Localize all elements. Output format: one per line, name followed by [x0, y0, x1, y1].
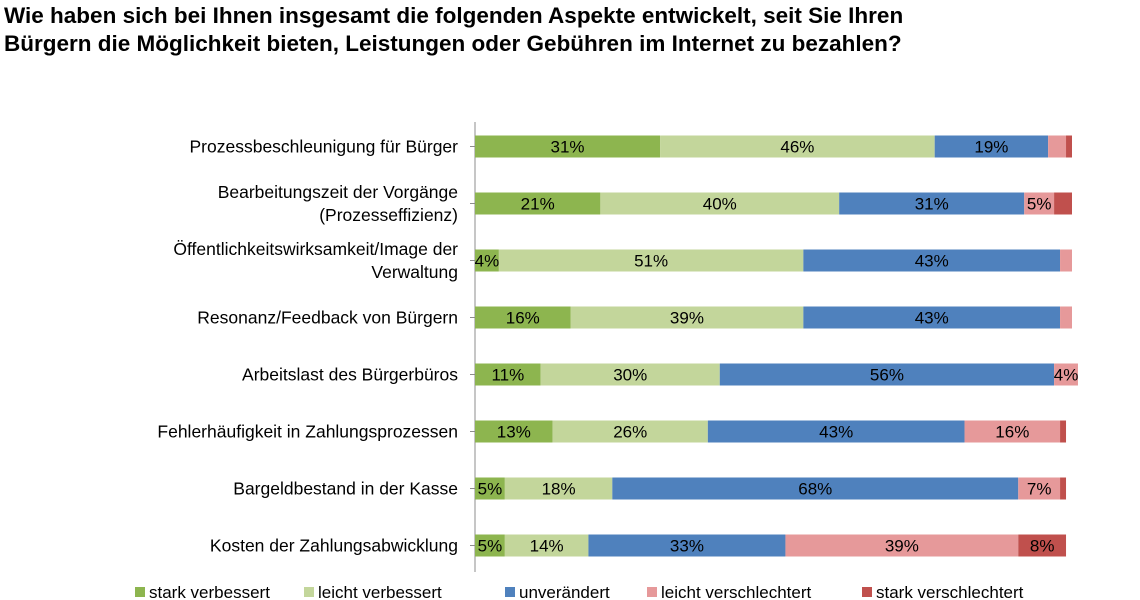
category-label: Resonanz/Feedback von Bürgern [197, 308, 458, 328]
bar-segment [475, 477, 505, 500]
category-label: Arbeitslast des Bürgerbüros [242, 365, 458, 385]
bar-segment [588, 534, 786, 557]
bar-segment [719, 363, 1055, 386]
data-label: 8% [1030, 537, 1055, 556]
data-label: 43% [819, 423, 853, 442]
bar-segment [475, 306, 571, 329]
bar-segment [785, 534, 1019, 557]
bar-segment [475, 192, 601, 215]
legend-label: leicht verbessert [318, 583, 442, 600]
bar-segment [1024, 192, 1055, 215]
bar-segment [1060, 306, 1072, 329]
category-label: Prozessbeschleunigung für Bürger [190, 137, 459, 157]
category-label: Bearbeitungszeit der Vorgänge [218, 182, 458, 202]
legend-label: unverändert [519, 583, 610, 600]
legend-label: stark verbessert [149, 583, 270, 600]
data-label: 40% [703, 195, 737, 214]
data-label: 5% [1027, 195, 1052, 214]
bar-segment [934, 135, 1049, 158]
bar-segment [1054, 192, 1072, 215]
data-label: 7% [1027, 480, 1052, 499]
bar-segment [964, 420, 1061, 443]
data-label: 13% [497, 423, 531, 442]
bar-segment [660, 135, 935, 158]
legend-label: stark verschlechtert [876, 583, 1024, 600]
category-label: Fehlerhäufigkeit in Zahlungsprozessen [157, 422, 458, 442]
bar-segment [839, 192, 1025, 215]
legend-label: leicht verschlechtert [661, 583, 812, 600]
data-label: 4% [1054, 366, 1079, 385]
bar-segment [1018, 477, 1061, 500]
bar-segment [475, 420, 553, 443]
data-label: 43% [915, 252, 949, 271]
bar-segment [1066, 135, 1072, 158]
chart-title: Wie haben sich bei Ihnen insgesamt die f… [4, 2, 1134, 58]
legend-swatch [135, 587, 145, 597]
legend-swatch [862, 587, 872, 597]
bar-segment [552, 420, 708, 443]
data-label: 4% [475, 252, 500, 271]
chart-title-line-1: Wie haben sich bei Ihnen insgesamt die f… [4, 3, 904, 28]
data-label: 51% [634, 252, 668, 271]
bar-segment [612, 477, 1019, 500]
bar-segment [1060, 477, 1067, 500]
data-label: 31% [915, 195, 949, 214]
bar-segment [504, 534, 589, 557]
data-label: 21% [521, 195, 555, 214]
data-label: 11% [491, 366, 524, 385]
bar-segment [498, 249, 804, 272]
bar-segment [570, 306, 804, 329]
bar-segment [504, 477, 613, 500]
bar-segment [475, 534, 505, 557]
data-label: 43% [915, 309, 949, 328]
bar-segment [475, 363, 541, 386]
data-label: 31% [551, 138, 585, 157]
data-label: 26% [613, 423, 647, 442]
bar-segment [803, 306, 1061, 329]
data-label: 46% [780, 138, 814, 157]
data-label: 16% [995, 423, 1029, 442]
category-label: Verwaltung [371, 262, 458, 282]
data-label: 5% [478, 537, 503, 556]
category-label: Öffentlichkeitswirksamkeit/Image der [173, 239, 458, 259]
data-label: 16% [506, 309, 540, 328]
legend-swatch [304, 587, 314, 597]
bar-segment [803, 249, 1061, 272]
chart-title-line-2: Bürgern die Möglichkeit bieten, Leistung… [4, 31, 902, 56]
bar-segment [1048, 135, 1067, 158]
category-label: (Prozesseffizienz) [319, 205, 458, 225]
bar-segment [540, 363, 720, 386]
data-label: 39% [670, 309, 704, 328]
data-label: 18% [542, 480, 576, 499]
bar-segment [1054, 363, 1078, 386]
data-label: 5% [478, 480, 503, 499]
bar-segment [475, 135, 661, 158]
bar-segment [1060, 420, 1067, 443]
bar-segment [707, 420, 965, 443]
legend-swatch [647, 587, 657, 597]
bar-segment [1060, 249, 1072, 272]
data-label: 68% [798, 480, 832, 499]
data-label: 30% [613, 366, 647, 385]
data-label: 19% [974, 138, 1008, 157]
bar-segment [1018, 534, 1067, 557]
category-label: Kosten der Zahlungsabwicklung [210, 536, 458, 556]
bar-segment [600, 192, 840, 215]
category-label: Bargeldbestand in der Kasse [233, 479, 458, 499]
data-label: 56% [870, 366, 904, 385]
data-label: 33% [670, 537, 704, 556]
bar-segment [475, 249, 499, 272]
data-label: 39% [885, 537, 919, 556]
data-label: 14% [530, 537, 564, 556]
legend-swatch [505, 587, 515, 597]
